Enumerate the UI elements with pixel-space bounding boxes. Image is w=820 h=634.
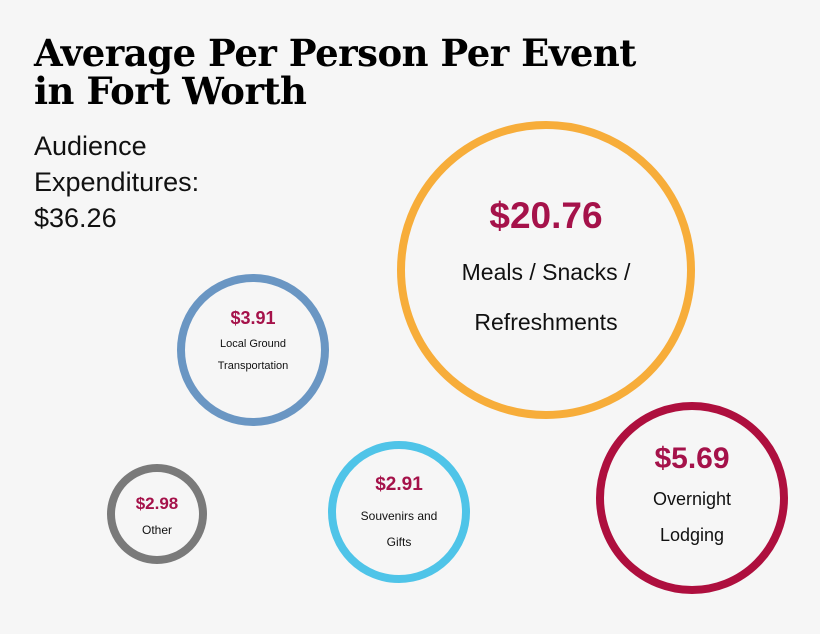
bubble-circle: [177, 274, 329, 426]
total-expenditures: Audience Expenditures: $36.26: [34, 128, 199, 236]
bubble-3: $2.98 Other: [107, 464, 207, 564]
bubble-value-label: $5.69: [654, 442, 729, 475]
chart-title-line-1: Average Per Person Per Event: [34, 31, 636, 75]
chart-title: Average Per Person Per Event in Fort Wor…: [34, 34, 636, 110]
bubble-value-label: $3.91: [230, 308, 275, 328]
bubble-2: $5.69 Overnight Lodging: [596, 402, 788, 594]
bubble-category-label: Gifts: [387, 535, 412, 549]
bubble-circle: [397, 121, 695, 419]
bubble-circle: [596, 402, 788, 594]
bubble-4: $2.91 Souvenirs and Gifts: [328, 441, 470, 583]
bubble-circle: [107, 464, 207, 564]
bubble-value-label: $20.76: [489, 195, 602, 236]
chart-title-line-2: in Fort Worth: [34, 69, 307, 113]
bubble-category-label: Other: [142, 523, 172, 537]
bubble-category-label: Local Ground: [220, 338, 286, 350]
bubble-category-label: Refreshments: [474, 309, 617, 335]
bubble-category-label: Overnight: [653, 489, 731, 509]
total-expenditures-line-1: Audience: [34, 131, 147, 161]
bubble-category-label: Transportation: [218, 360, 289, 372]
bubble-category-label: Souvenirs and: [361, 509, 438, 523]
total-expenditures-line-2: Expenditures:: [34, 167, 200, 197]
bubble-0: $20.76 Meals / Snacks / Refreshments: [397, 121, 695, 419]
bubble-value-label: $2.91: [375, 474, 423, 495]
total-expenditures-value: $36.26: [34, 203, 117, 233]
bubble-1: $3.91 Local Ground Transportation: [177, 274, 329, 426]
bubble-value-label: $2.98: [136, 494, 179, 513]
bubble-category-label: Lodging: [660, 525, 724, 545]
bubble-circle: [328, 441, 470, 583]
bubble-category-label: Meals / Snacks /: [462, 259, 631, 285]
